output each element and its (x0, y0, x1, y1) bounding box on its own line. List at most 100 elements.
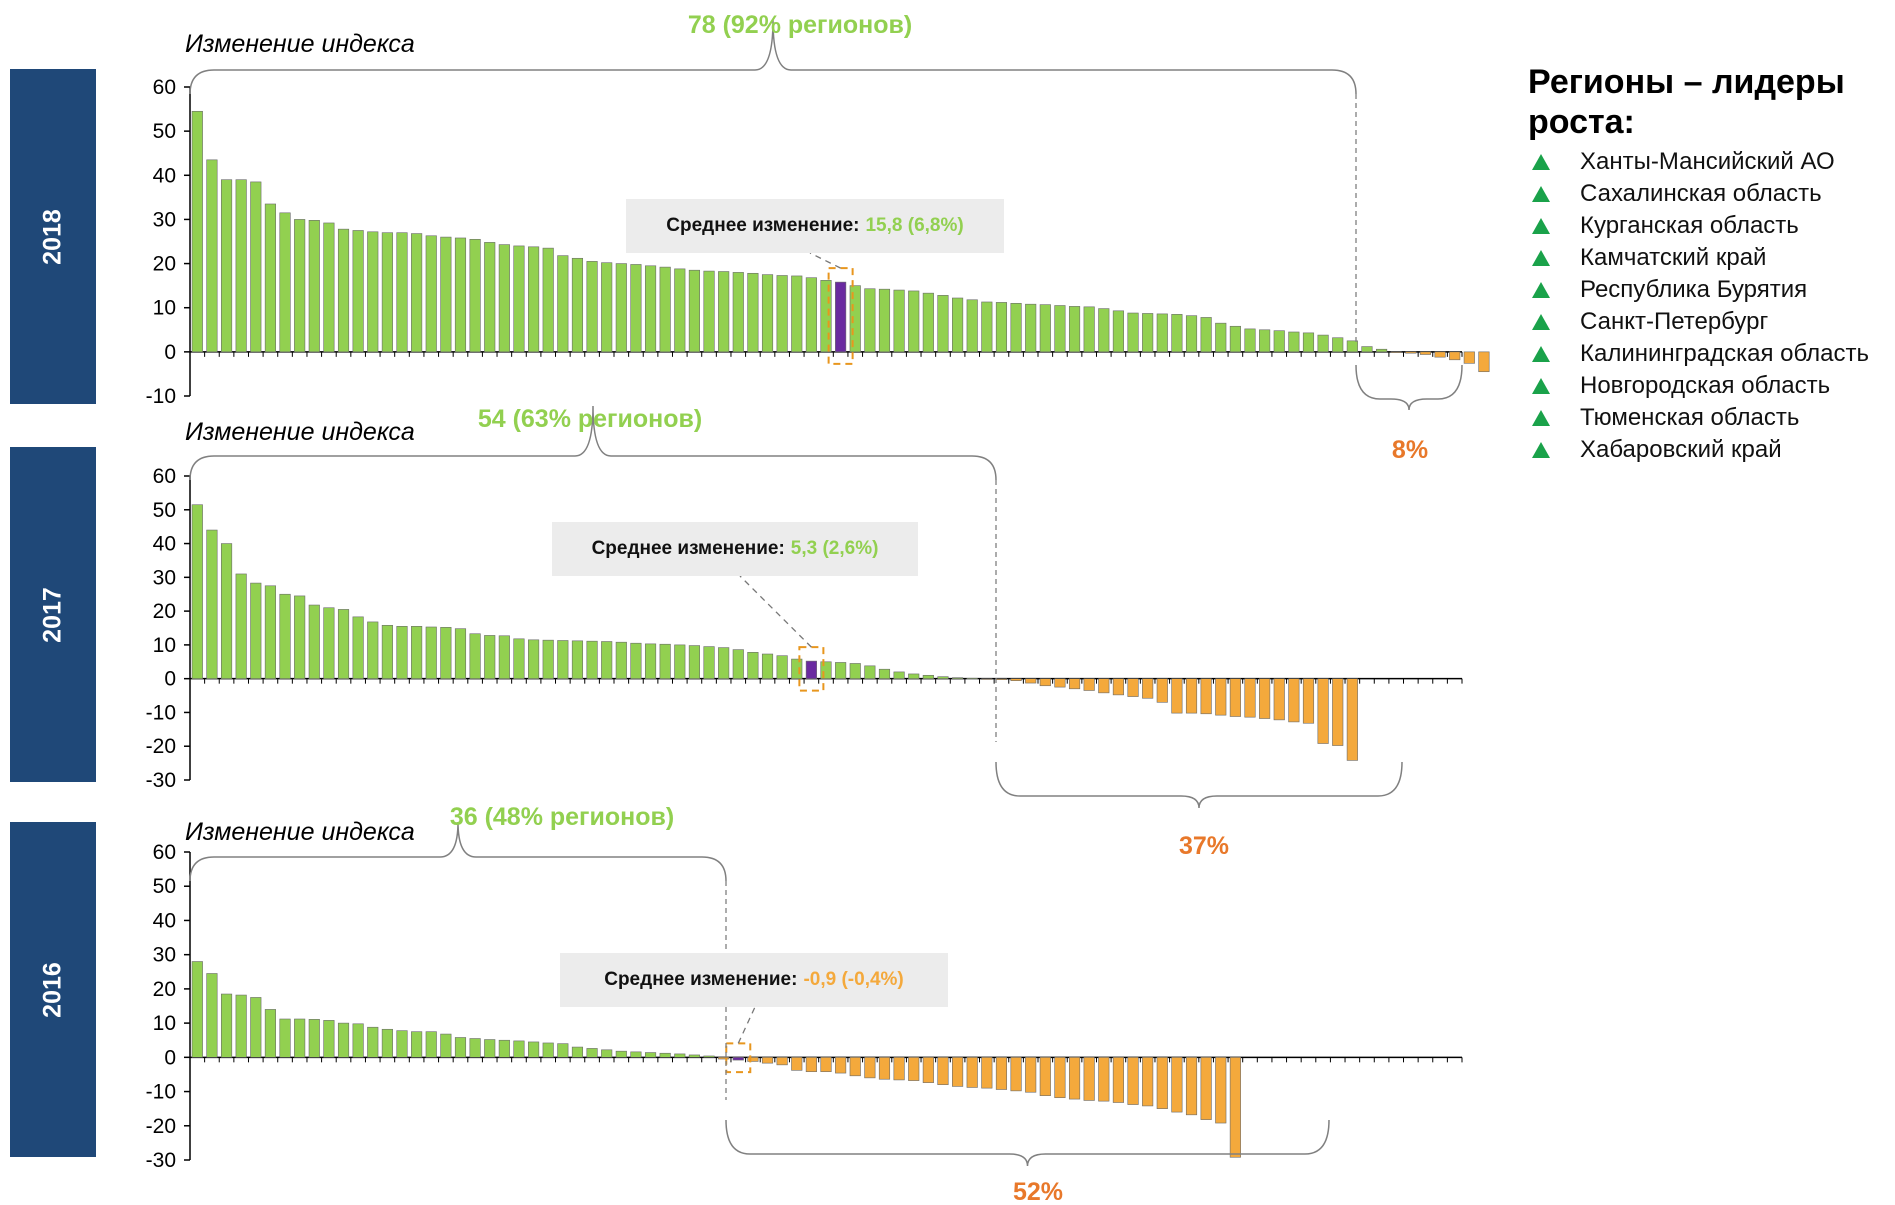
bar (557, 1043, 569, 1058)
bar (1215, 322, 1227, 353)
bar (1302, 332, 1315, 353)
y-tick-label: 40 (153, 533, 176, 556)
y-tick-label: 0 (164, 1046, 176, 1069)
bar (601, 1049, 613, 1058)
bar (235, 573, 247, 679)
negative-regions-brace (1355, 364, 1463, 411)
bar (571, 257, 584, 353)
bar (659, 1052, 671, 1058)
bar (1083, 306, 1095, 353)
bar (411, 1031, 423, 1058)
bar (1083, 1057, 1095, 1101)
bar (279, 593, 291, 679)
bar (1171, 314, 1183, 353)
bar (337, 228, 350, 353)
bar (1127, 312, 1139, 353)
y-tick-label: 50 (153, 875, 176, 898)
bar (1317, 678, 1329, 744)
bar (1098, 1057, 1110, 1102)
bar (1185, 678, 1198, 714)
bar (776, 1057, 788, 1066)
bar (396, 232, 408, 353)
bar (644, 1052, 657, 1058)
positive-regions-label: 36 (48% регионов) (450, 803, 674, 831)
bar (440, 236, 452, 353)
bar (835, 281, 847, 353)
bar (1229, 1057, 1241, 1158)
bar (1449, 351, 1461, 361)
y-tick-label: 40 (153, 164, 176, 187)
up-triangle-icon (1532, 410, 1550, 427)
bar (805, 1057, 817, 1073)
positive-regions-label: 54 (63% регионов) (478, 405, 702, 433)
bar (703, 270, 715, 353)
up-triangle-icon (1532, 282, 1550, 299)
bar (1361, 346, 1373, 353)
y-tick-label: -10 (146, 385, 176, 408)
y-tick-label: -30 (146, 1149, 176, 1172)
bar (1259, 329, 1271, 353)
bar (893, 289, 905, 353)
bar (615, 263, 627, 353)
bar (1156, 678, 1168, 703)
bar (703, 1055, 715, 1058)
bar (732, 272, 744, 353)
bar (484, 635, 496, 679)
average-change-value: 15,8 (6,8%) (865, 215, 964, 236)
bar (761, 1057, 774, 1064)
bar (659, 643, 671, 679)
bar (878, 668, 891, 679)
bar (264, 585, 276, 679)
bar (1229, 325, 1241, 353)
average-change-label: Среднее изменение: (666, 215, 860, 236)
bar (337, 1022, 350, 1058)
bar (952, 1057, 964, 1087)
bar (206, 159, 218, 353)
bar (352, 616, 364, 679)
bar (747, 272, 759, 353)
bar (878, 288, 891, 353)
y-tick-label: 20 (153, 978, 176, 1001)
year-label: 2018 (38, 208, 67, 265)
bar (454, 237, 467, 353)
bar (1332, 337, 1344, 353)
bar (1346, 340, 1358, 353)
bar (528, 246, 540, 353)
bar (644, 265, 657, 353)
y-tick-label: 20 (153, 253, 176, 276)
bar (615, 641, 627, 679)
bar (323, 222, 335, 353)
year-band-2016: 2016 (10, 822, 96, 1157)
bar (1068, 1057, 1081, 1100)
year-label: 2017 (38, 586, 67, 643)
y-tick-label: 0 (164, 341, 176, 364)
average-change-value: -0,9 (-0,4%) (803, 969, 904, 990)
y-axis-title: Изменение индекса (185, 30, 415, 58)
negative-regions-label: 52% (1013, 1178, 1063, 1205)
bar (674, 1053, 686, 1058)
bar (1025, 1057, 1037, 1093)
average-leader-line (809, 252, 841, 269)
bar (425, 235, 437, 353)
bar (1142, 1057, 1154, 1107)
bar (1288, 678, 1300, 723)
bar (908, 673, 920, 679)
bar (1054, 678, 1066, 688)
bar (250, 582, 262, 679)
bar (1127, 678, 1139, 697)
negative-regions-label: 37% (1179, 832, 1229, 860)
bar (191, 110, 203, 353)
bar (454, 1037, 467, 1058)
bar (776, 275, 788, 353)
y-tick-label: 0 (164, 668, 176, 691)
region-name: Тюменская область (1580, 404, 1800, 432)
bar (440, 627, 452, 679)
bar (250, 997, 262, 1058)
bar (630, 1051, 642, 1058)
bar (864, 1057, 876, 1079)
up-triangle-icon (1532, 442, 1550, 459)
bar (250, 181, 262, 353)
bar (864, 288, 876, 353)
bar (1244, 328, 1256, 353)
bar (337, 609, 350, 679)
